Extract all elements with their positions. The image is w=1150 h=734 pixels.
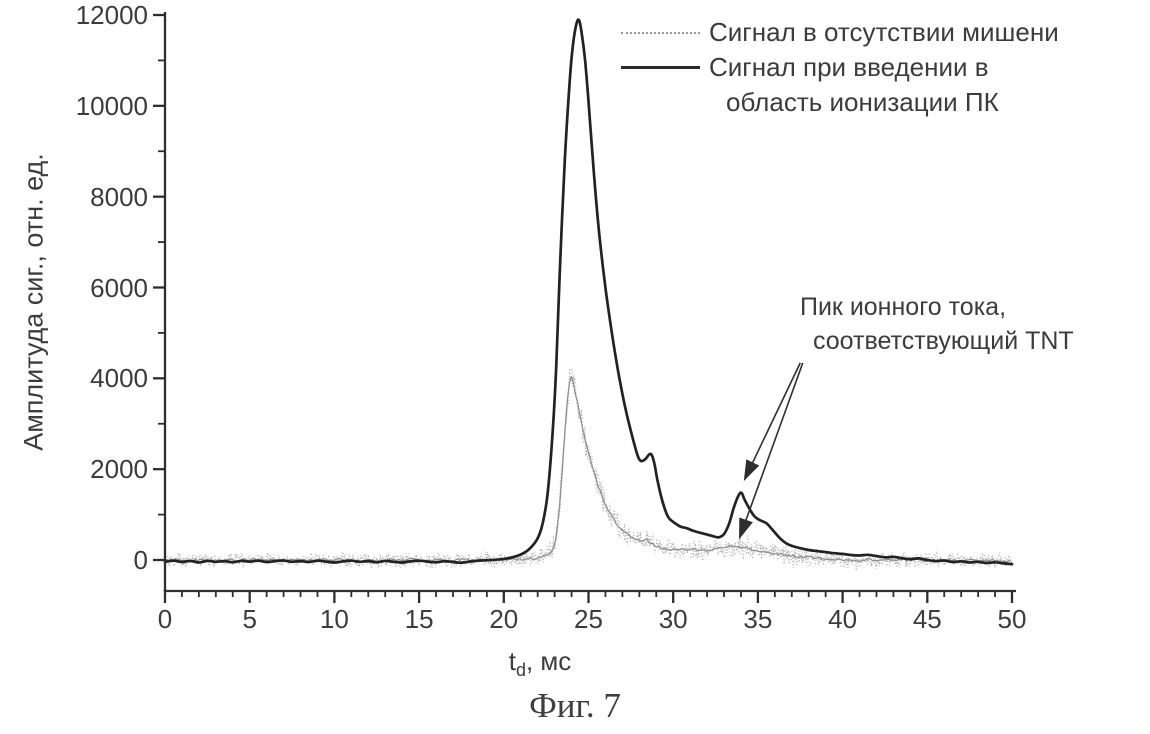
legend-label-no-target: Сигнал в отсутствии мишени — [709, 17, 1059, 47]
y-tick-label: 6000 — [90, 272, 148, 303]
y-tick-label: 12000 — [75, 0, 148, 30]
y-tick-label: 8000 — [90, 181, 148, 212]
x-tick-label: 50 — [997, 604, 1027, 634]
noise-band-2 — [164, 374, 1013, 569]
annotation-arrow — [739, 362, 804, 540]
series-line-with-pk — [163, 18, 1014, 566]
axes — [153, 12, 1016, 603]
annotation-arrow — [743, 362, 801, 482]
y-tick-label: 4000 — [90, 363, 148, 394]
x-tick-label: 25 — [574, 604, 603, 634]
legend-label-with-pk-line2: область ионизации ПК — [726, 87, 999, 117]
x-tick-label: 40 — [828, 604, 858, 634]
tnt-annotation-line1: Пик ионного тока, — [800, 293, 1007, 321]
legend-label-with-pk-line1: Сигнал при введении в — [709, 52, 989, 82]
x-tick-label: 15 — [404, 604, 434, 634]
x-tick-label: 10 — [319, 604, 349, 634]
legend-entry-with-pk: Сигнал при введении в — [621, 50, 1059, 85]
legend: Сигнал в отсутствии мишени Сигнал при вв… — [621, 15, 1059, 120]
noise-band-1 — [164, 367, 1013, 572]
legend-entry-no-target: Сигнал в отсутствии мишени — [621, 15, 1059, 50]
legend-line-sample-dotted — [621, 31, 700, 34]
x-axis-title-rest: , мс — [525, 646, 572, 676]
x-tick-label: 5 — [242, 604, 257, 634]
legend-entry-with-pk-wrap: область ионизации ПК — [621, 85, 1059, 120]
y-tick-label: 0 — [133, 545, 148, 575]
x-tick-label: 0 — [157, 604, 173, 634]
figure-caption: Фиг. 7 — [529, 686, 621, 725]
legend-line-sample-solid — [621, 66, 700, 69]
x-axis-title: td, мс — [459, 646, 621, 681]
x-tick-label: 30 — [658, 604, 688, 634]
x-tick-label: 35 — [743, 604, 773, 634]
x-axis-title-sub: d — [515, 660, 526, 681]
x-axis-title-base: t — [508, 646, 516, 676]
x-tick-label: 45 — [912, 604, 942, 634]
y-tick-label: 10000 — [75, 90, 148, 121]
tnt-annotation: Пик ионного тока, соответствующий TNT — [800, 290, 1074, 358]
series-line-no-target — [165, 376, 1011, 563]
y-tick-label: 2000 — [90, 454, 148, 485]
tnt-annotation-line2: соответствующий TNT — [813, 327, 1074, 355]
x-tick-label: 20 — [489, 604, 519, 634]
